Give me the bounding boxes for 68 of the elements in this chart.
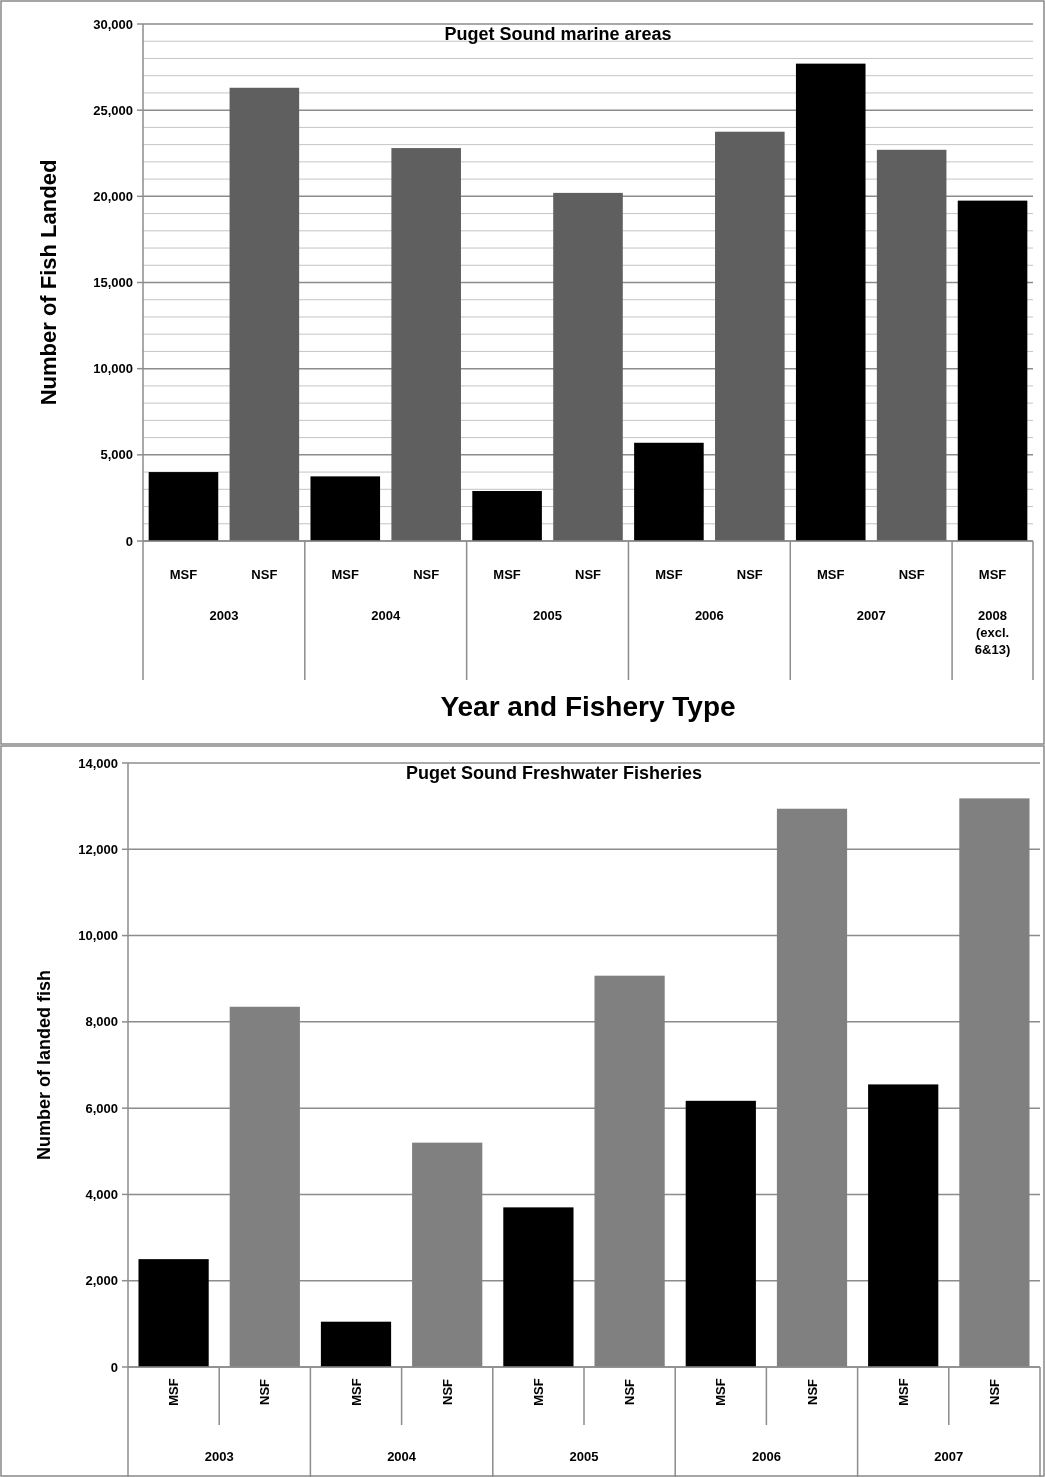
x-tick-label: MSF xyxy=(895,1378,911,1406)
x-tick-label: MSF xyxy=(166,1378,182,1406)
chart-title: Puget Sound Freshwater Fisheries xyxy=(405,763,703,784)
bar xyxy=(229,87,300,541)
bar xyxy=(320,1321,392,1367)
bar xyxy=(868,1084,939,1367)
text: 2004 xyxy=(371,608,401,623)
x-tick-label: NSF xyxy=(898,566,925,582)
text: 2003 xyxy=(209,608,239,623)
y-axis-title: Number of landed fish xyxy=(34,969,55,1161)
y-tick-label: 10,000 xyxy=(78,928,118,944)
y-tick-label: 12,000 xyxy=(78,841,118,857)
text: 2008 (excl. 6&13) xyxy=(974,608,1011,657)
bar xyxy=(138,1259,209,1367)
x-tick-label: MSF xyxy=(817,566,845,582)
text: 2003 xyxy=(204,1449,234,1464)
y-tick-label: 5,000 xyxy=(100,447,133,463)
bar xyxy=(472,491,542,541)
y-tick-label: 2,000 xyxy=(85,1273,118,1289)
x-tick-label: MSF xyxy=(530,1378,546,1406)
y-tick-label: 15,000 xyxy=(93,275,133,291)
bar xyxy=(876,149,947,541)
text: 2005 xyxy=(569,1449,599,1464)
y-tick-label: 4,000 xyxy=(85,1186,118,1202)
text: 2006 xyxy=(694,608,724,623)
bar xyxy=(553,192,623,541)
bar xyxy=(685,1100,756,1367)
y-tick-label: 10,000 xyxy=(93,361,133,377)
bar xyxy=(503,1207,574,1367)
bar xyxy=(715,131,785,541)
x-tick-label: MSF xyxy=(655,566,683,582)
chart-title: Puget Sound marine areas xyxy=(444,24,672,45)
y-tick-label: 25,000 xyxy=(93,102,133,118)
x-tick-label: NSF xyxy=(736,566,763,582)
x-tick-label: NSF xyxy=(439,1378,455,1405)
x-tick-label: NSF xyxy=(251,566,278,582)
x-tick-label: NSF xyxy=(622,1378,638,1405)
text: 2006 xyxy=(751,1449,781,1464)
y-tick-label: 14,000 xyxy=(78,755,118,771)
text: 2007 xyxy=(856,608,886,623)
bar xyxy=(957,200,1028,541)
x-tick-label: NSF xyxy=(257,1378,273,1405)
x-tick-label: MSF xyxy=(331,566,360,582)
bar xyxy=(795,63,866,541)
x-tick-label: NSF xyxy=(804,1378,820,1405)
y-tick-label: 8,000 xyxy=(85,1014,118,1030)
y-tick-label: 0 xyxy=(125,533,133,549)
text: 2004 xyxy=(387,1449,417,1464)
y-tick-label: 6,000 xyxy=(85,1100,118,1116)
x-tick-label: MSF xyxy=(978,566,1007,582)
bar xyxy=(634,442,704,541)
x-tick-label: MSF xyxy=(169,566,198,582)
y-tick-label: 20,000 xyxy=(93,188,133,204)
x-tick-label: MSF xyxy=(493,566,521,582)
bar xyxy=(391,148,461,541)
text: 2007 xyxy=(934,1449,964,1464)
y-tick-label: 30,000 xyxy=(93,16,133,32)
y-tick-label: 0 xyxy=(110,1359,118,1375)
x-tick-label: MSF xyxy=(713,1378,729,1406)
x-tick-label: NSF xyxy=(413,566,440,582)
bar xyxy=(310,476,381,541)
x-tick-label: NSF xyxy=(575,566,602,582)
bar xyxy=(148,472,219,541)
text: 2005 xyxy=(533,608,563,623)
y-axis-title: Number of Fish Landed xyxy=(35,159,61,406)
x-tick-label: MSF xyxy=(348,1378,364,1406)
x-tick-label: NSF xyxy=(986,1378,1002,1405)
x-axis-title: Year and Fishery Type xyxy=(440,691,736,722)
